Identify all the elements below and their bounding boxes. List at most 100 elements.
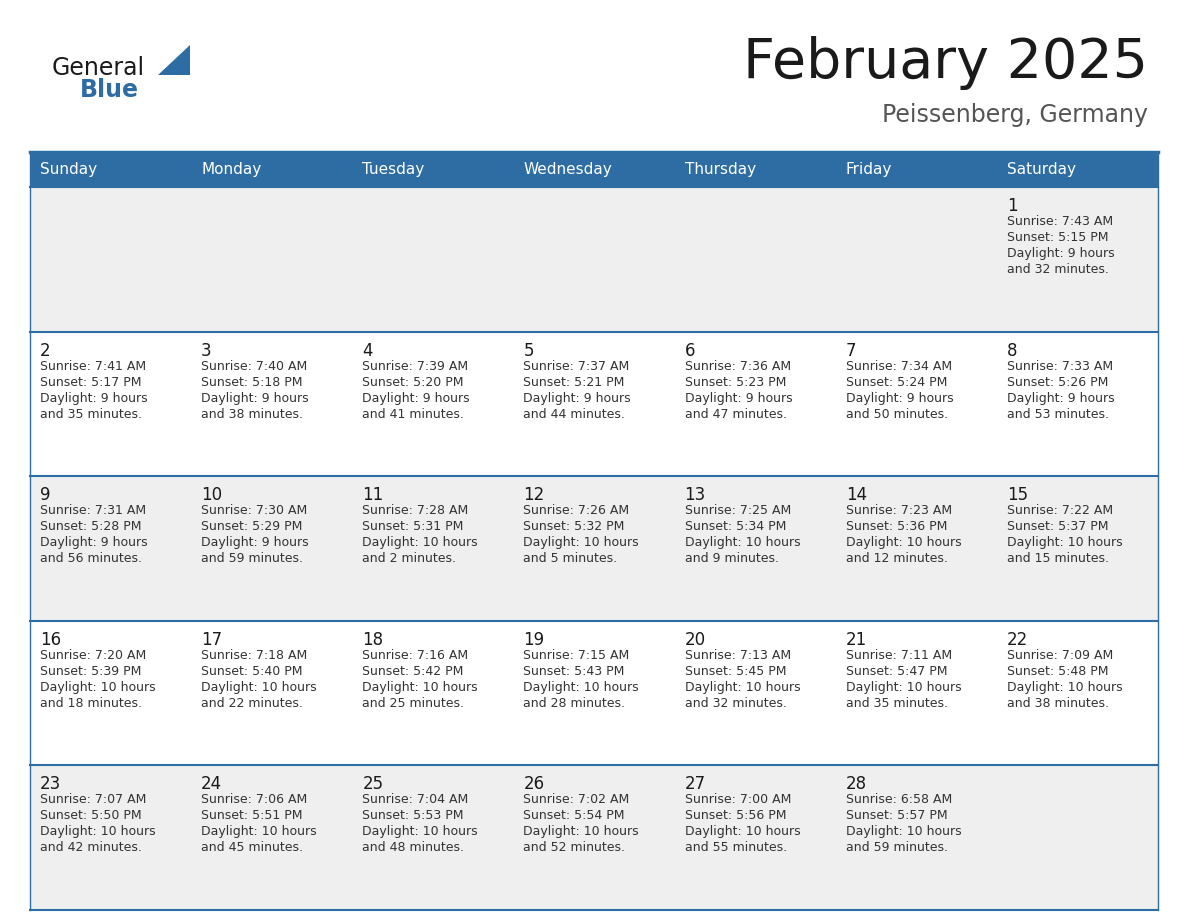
Text: 14: 14 xyxy=(846,487,867,504)
Text: 23: 23 xyxy=(40,776,62,793)
Text: Sunset: 5:18 PM: Sunset: 5:18 PM xyxy=(201,375,303,388)
Text: Sunset: 5:34 PM: Sunset: 5:34 PM xyxy=(684,521,786,533)
Text: Daylight: 10 hours: Daylight: 10 hours xyxy=(524,825,639,838)
Text: and 35 minutes.: and 35 minutes. xyxy=(40,408,143,420)
Text: Sunrise: 7:23 AM: Sunrise: 7:23 AM xyxy=(846,504,952,517)
Text: Sunrise: 7:31 AM: Sunrise: 7:31 AM xyxy=(40,504,146,517)
Text: Daylight: 9 hours: Daylight: 9 hours xyxy=(524,392,631,405)
Text: 18: 18 xyxy=(362,631,384,649)
Text: Daylight: 9 hours: Daylight: 9 hours xyxy=(40,392,147,405)
Text: Sunrise: 7:33 AM: Sunrise: 7:33 AM xyxy=(1007,360,1113,373)
Text: 16: 16 xyxy=(40,631,61,649)
Text: Daylight: 10 hours: Daylight: 10 hours xyxy=(846,536,961,549)
Text: and 18 minutes.: and 18 minutes. xyxy=(40,697,143,710)
Text: and 59 minutes.: and 59 minutes. xyxy=(201,553,303,565)
Text: and 2 minutes.: and 2 minutes. xyxy=(362,553,456,565)
Text: Sunrise: 7:11 AM: Sunrise: 7:11 AM xyxy=(846,649,952,662)
Text: Daylight: 10 hours: Daylight: 10 hours xyxy=(846,825,961,838)
Text: Sunset: 5:45 PM: Sunset: 5:45 PM xyxy=(684,665,786,677)
Text: Daylight: 9 hours: Daylight: 9 hours xyxy=(846,392,953,405)
Bar xyxy=(835,152,997,187)
Text: and 47 minutes.: and 47 minutes. xyxy=(684,408,786,420)
Text: Thursday: Thursday xyxy=(684,162,756,177)
Text: Sunset: 5:31 PM: Sunset: 5:31 PM xyxy=(362,521,463,533)
Text: Sunrise: 7:13 AM: Sunrise: 7:13 AM xyxy=(684,649,791,662)
Text: 8: 8 xyxy=(1007,341,1017,360)
Bar xyxy=(30,766,1158,910)
Text: Sunrise: 7:34 AM: Sunrise: 7:34 AM xyxy=(846,360,952,373)
Text: Sunrise: 7:43 AM: Sunrise: 7:43 AM xyxy=(1007,215,1113,228)
Text: 1: 1 xyxy=(1007,197,1017,215)
Bar xyxy=(675,152,835,187)
Text: Sunrise: 7:07 AM: Sunrise: 7:07 AM xyxy=(40,793,146,806)
Text: Blue: Blue xyxy=(80,78,139,102)
Text: 24: 24 xyxy=(201,776,222,793)
Text: Sunrise: 7:02 AM: Sunrise: 7:02 AM xyxy=(524,793,630,806)
Text: 21: 21 xyxy=(846,631,867,649)
Text: 3: 3 xyxy=(201,341,211,360)
Text: and 22 minutes.: and 22 minutes. xyxy=(201,697,303,710)
Text: Tuesday: Tuesday xyxy=(362,162,424,177)
Text: and 55 minutes.: and 55 minutes. xyxy=(684,842,786,855)
Text: 2: 2 xyxy=(40,341,51,360)
Text: 5: 5 xyxy=(524,341,533,360)
Text: Sunrise: 7:20 AM: Sunrise: 7:20 AM xyxy=(40,649,146,662)
Bar xyxy=(30,476,1158,621)
Text: Friday: Friday xyxy=(846,162,892,177)
Text: Sunrise: 7:30 AM: Sunrise: 7:30 AM xyxy=(201,504,308,517)
Text: Daylight: 10 hours: Daylight: 10 hours xyxy=(684,536,801,549)
Text: and 42 minutes.: and 42 minutes. xyxy=(40,842,141,855)
Text: Sunset: 5:17 PM: Sunset: 5:17 PM xyxy=(40,375,141,388)
Text: and 15 minutes.: and 15 minutes. xyxy=(1007,553,1108,565)
Text: Daylight: 10 hours: Daylight: 10 hours xyxy=(40,681,156,694)
Text: Sunrise: 7:40 AM: Sunrise: 7:40 AM xyxy=(201,360,308,373)
Text: Sunset: 5:36 PM: Sunset: 5:36 PM xyxy=(846,521,947,533)
Text: Sunrise: 7:06 AM: Sunrise: 7:06 AM xyxy=(201,793,308,806)
Text: Sunset: 5:47 PM: Sunset: 5:47 PM xyxy=(846,665,947,677)
Text: and 38 minutes.: and 38 minutes. xyxy=(201,408,303,420)
Text: Daylight: 10 hours: Daylight: 10 hours xyxy=(1007,536,1123,549)
Bar xyxy=(30,621,1158,766)
Text: Sunset: 5:43 PM: Sunset: 5:43 PM xyxy=(524,665,625,677)
Text: 19: 19 xyxy=(524,631,544,649)
Text: Sunrise: 7:39 AM: Sunrise: 7:39 AM xyxy=(362,360,468,373)
Polygon shape xyxy=(158,45,190,75)
Text: Sunrise: 7:36 AM: Sunrise: 7:36 AM xyxy=(684,360,791,373)
Text: Daylight: 9 hours: Daylight: 9 hours xyxy=(684,392,792,405)
Bar xyxy=(997,152,1158,187)
Text: Daylight: 10 hours: Daylight: 10 hours xyxy=(201,825,317,838)
Bar xyxy=(30,331,1158,476)
Text: Sunrise: 7:15 AM: Sunrise: 7:15 AM xyxy=(524,649,630,662)
Text: Daylight: 10 hours: Daylight: 10 hours xyxy=(40,825,156,838)
Text: Daylight: 10 hours: Daylight: 10 hours xyxy=(362,536,478,549)
Text: February 2025: February 2025 xyxy=(742,36,1148,90)
Text: Daylight: 10 hours: Daylight: 10 hours xyxy=(684,825,801,838)
Text: Daylight: 9 hours: Daylight: 9 hours xyxy=(201,392,309,405)
Text: and 35 minutes.: and 35 minutes. xyxy=(846,697,948,710)
Text: Sunrise: 7:00 AM: Sunrise: 7:00 AM xyxy=(684,793,791,806)
Text: Sunset: 5:56 PM: Sunset: 5:56 PM xyxy=(684,810,786,823)
Text: Wednesday: Wednesday xyxy=(524,162,612,177)
Text: Sunrise: 7:16 AM: Sunrise: 7:16 AM xyxy=(362,649,468,662)
Text: Sunset: 5:40 PM: Sunset: 5:40 PM xyxy=(201,665,303,677)
Text: 22: 22 xyxy=(1007,631,1028,649)
Text: and 32 minutes.: and 32 minutes. xyxy=(684,697,786,710)
Text: Sunrise: 7:37 AM: Sunrise: 7:37 AM xyxy=(524,360,630,373)
Text: and 52 minutes.: and 52 minutes. xyxy=(524,842,625,855)
Text: Daylight: 9 hours: Daylight: 9 hours xyxy=(201,536,309,549)
Text: Daylight: 9 hours: Daylight: 9 hours xyxy=(40,536,147,549)
Bar xyxy=(30,152,191,187)
Text: Peissenberg, Germany: Peissenberg, Germany xyxy=(881,103,1148,127)
Text: Sunset: 5:37 PM: Sunset: 5:37 PM xyxy=(1007,521,1108,533)
Text: Sunset: 5:50 PM: Sunset: 5:50 PM xyxy=(40,810,141,823)
Text: 9: 9 xyxy=(40,487,51,504)
Text: Daylight: 10 hours: Daylight: 10 hours xyxy=(846,681,961,694)
Text: Sunrise: 7:28 AM: Sunrise: 7:28 AM xyxy=(362,504,468,517)
Bar xyxy=(353,152,513,187)
Text: 13: 13 xyxy=(684,487,706,504)
Text: and 5 minutes.: and 5 minutes. xyxy=(524,553,618,565)
Text: 11: 11 xyxy=(362,487,384,504)
Text: Daylight: 9 hours: Daylight: 9 hours xyxy=(1007,247,1114,260)
Text: Daylight: 9 hours: Daylight: 9 hours xyxy=(362,392,470,405)
Text: Daylight: 10 hours: Daylight: 10 hours xyxy=(362,681,478,694)
